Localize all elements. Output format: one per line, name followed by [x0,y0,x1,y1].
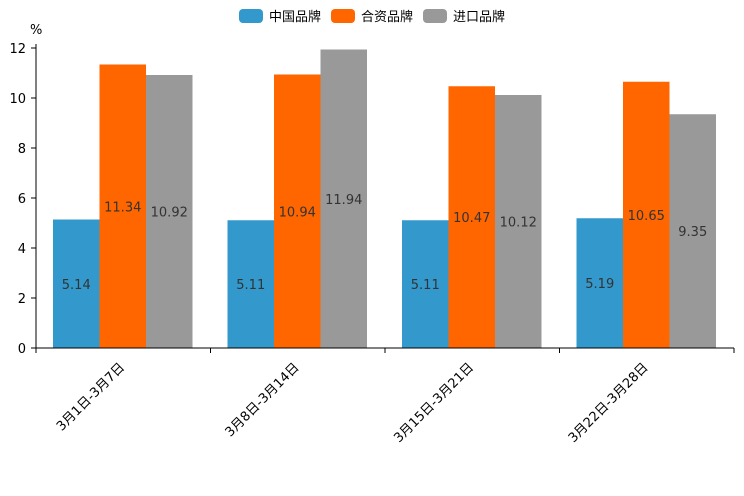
data-label: 10.92 [151,206,188,221]
legend-label: 进口品牌 [453,9,505,25]
y-tick-label: 10 [9,92,26,107]
data-label: 10.94 [279,205,316,220]
legend: 中国品牌 合资品牌 进口品牌 [239,9,505,25]
legend-swatch [423,9,447,23]
data-label: 10.12 [500,216,537,231]
legend-label: 合资品牌 [361,9,413,25]
bar [402,220,449,348]
x-axis: 3月1日-3月7日 3月8日-3月14日 3月15日-3月21日 3月22日-3月28… [35,347,735,446]
data-label: 11.34 [104,200,141,215]
y-tick-label: 2 [18,292,26,307]
bar [448,86,495,348]
bar [227,220,274,348]
x-tick-label: 3月8日-3月14日 [223,360,303,440]
y-axis-unit-label: % [30,23,42,38]
y-tick-label: 0 [18,342,26,357]
legend-label: 中国品牌 [269,9,321,25]
data-label: 5.14 [62,278,91,293]
data-label: 9.35 [678,225,707,240]
bar [576,218,623,348]
bar [669,114,716,348]
legend-swatch [331,9,355,23]
bar [274,74,321,348]
bar [320,49,367,348]
x-tick-label: 3月1日-3月7日 [54,360,128,434]
data-label: 5.19 [585,277,614,292]
bar [495,95,542,348]
data-label: 10.47 [453,211,490,226]
bar [53,219,100,348]
data-label: 5.11 [411,278,440,293]
bars: 5.14 5.11 5.11 5.19 11.34 10.94 10.47 10.65 10.9… [53,49,716,348]
y-tick-label: 12 [9,42,26,57]
data-label: 10.65 [628,209,665,224]
y-tick-label: 8 [18,142,26,157]
bar [146,75,193,348]
y-tick-label: 4 [18,242,26,257]
x-tick-label: 3月22日-3月28日 [566,360,652,446]
data-label: 5.11 [236,278,265,293]
y-tick-label: 6 [18,192,26,207]
legend-swatch [239,9,263,23]
bar [99,64,146,348]
x-tick-label: 3月15日-3月21日 [391,360,477,446]
bar [623,81,670,348]
data-label: 11.94 [325,193,362,208]
y-axis: 0 2 4 6 8 10 12 [9,42,37,357]
